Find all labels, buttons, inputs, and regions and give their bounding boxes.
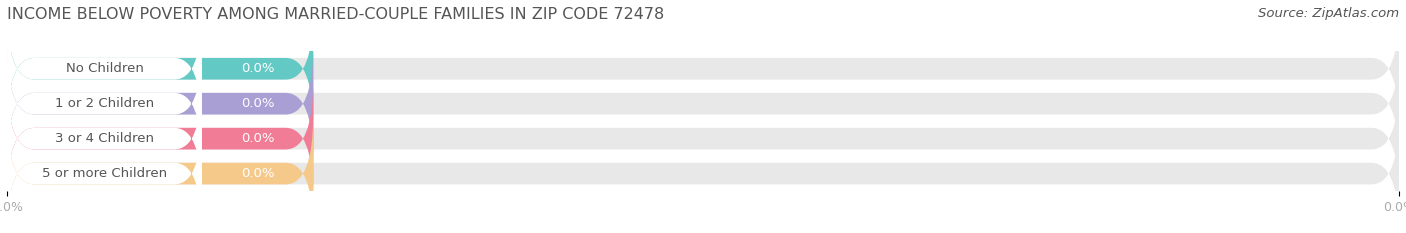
FancyBboxPatch shape bbox=[7, 10, 1399, 128]
Text: 0.0%: 0.0% bbox=[240, 97, 274, 110]
Text: 3 or 4 Children: 3 or 4 Children bbox=[55, 132, 155, 145]
FancyBboxPatch shape bbox=[7, 45, 314, 163]
Text: Source: ZipAtlas.com: Source: ZipAtlas.com bbox=[1258, 7, 1399, 20]
FancyBboxPatch shape bbox=[7, 10, 314, 128]
FancyBboxPatch shape bbox=[7, 10, 202, 128]
Text: INCOME BELOW POVERTY AMONG MARRIED-COUPLE FAMILIES IN ZIP CODE 72478: INCOME BELOW POVERTY AMONG MARRIED-COUPL… bbox=[7, 7, 664, 22]
FancyBboxPatch shape bbox=[7, 80, 202, 198]
FancyBboxPatch shape bbox=[7, 80, 1399, 198]
FancyBboxPatch shape bbox=[7, 115, 314, 233]
FancyBboxPatch shape bbox=[7, 80, 314, 198]
FancyBboxPatch shape bbox=[7, 115, 1399, 233]
Text: 1 or 2 Children: 1 or 2 Children bbox=[55, 97, 155, 110]
Text: 0.0%: 0.0% bbox=[240, 132, 274, 145]
Text: 0.0%: 0.0% bbox=[240, 62, 274, 75]
FancyBboxPatch shape bbox=[7, 45, 1399, 163]
FancyBboxPatch shape bbox=[7, 45, 202, 163]
Text: 0.0%: 0.0% bbox=[240, 167, 274, 180]
Text: 5 or more Children: 5 or more Children bbox=[42, 167, 167, 180]
Text: No Children: No Children bbox=[66, 62, 143, 75]
FancyBboxPatch shape bbox=[7, 115, 202, 233]
